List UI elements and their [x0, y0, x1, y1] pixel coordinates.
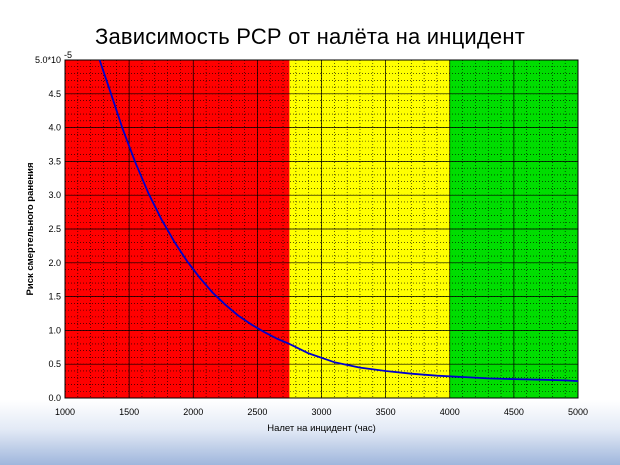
x-tick-label: 2500 — [247, 407, 267, 417]
y-tick-label: 3.0 — [48, 190, 61, 200]
y-axis-label: Риск смертельного ранения — [25, 163, 36, 296]
x-tick-label: 1000 — [55, 407, 75, 417]
y-tick-label: 1.5 — [48, 292, 61, 302]
x-axis-label: Налет на инцидент (час) — [267, 423, 376, 434]
series-group — [98, 59, 579, 382]
plot-frame — [64, 59, 579, 399]
y-tick-label: 1.0 — [48, 325, 61, 335]
y-tick-label: 3.5 — [48, 156, 61, 166]
x-tick-label: 4500 — [504, 407, 524, 417]
y-tick-label: 5.0*10 — [35, 55, 61, 65]
y-tick-label: 0.5 — [48, 359, 61, 369]
x-tick-label: 1500 — [119, 407, 139, 417]
x-tick-labels: 1000 1500 2000 2500 3000 3500 4000 4500 5000 — [55, 407, 588, 417]
y-tick-label: 4.5 — [48, 89, 61, 99]
y-tick-exponent: -5 — [64, 50, 72, 60]
x-tick-label: 5000 — [568, 407, 588, 417]
y-tick-label: 4.0 — [48, 123, 61, 133]
y-tick-labels: 0.0 0.5 1.0 1.5 2.0 2.5 3.0 3.5 4.0 4.5 5.0*10 -5 — [35, 50, 72, 403]
chart-title: Зависимость РСР от налёта на инцидент — [95, 24, 525, 49]
x-tick-label: 4000 — [440, 407, 460, 417]
bottom-gradient-band — [0, 400, 620, 465]
series-line-0 — [98, 59, 579, 382]
x-tick-label: 3500 — [376, 407, 396, 417]
x-tick-label: 2000 — [183, 407, 203, 417]
y-tick-label: 2.0 — [48, 258, 61, 268]
y-tick-label: 0.0 — [48, 393, 61, 403]
y-tick-label: 2.5 — [48, 224, 61, 234]
x-tick-label: 3000 — [311, 407, 331, 417]
